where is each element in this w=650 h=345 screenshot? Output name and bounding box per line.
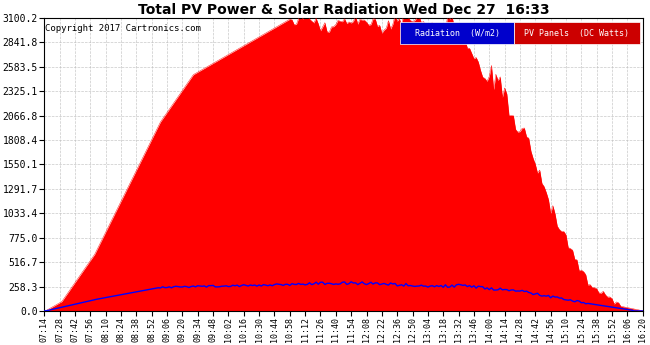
Bar [514,22,640,44]
Text: PV Panels  (DC Watts): PV Panels (DC Watts) [525,29,629,38]
Bar [400,22,514,44]
Title: Total PV Power & Solar Radiation Wed Dec 27  16:33: Total PV Power & Solar Radiation Wed Dec… [138,3,549,17]
Text: Radiation  (W/m2): Radiation (W/m2) [415,29,500,38]
Text: Copyright 2017 Cartronics.com: Copyright 2017 Cartronics.com [46,24,202,33]
